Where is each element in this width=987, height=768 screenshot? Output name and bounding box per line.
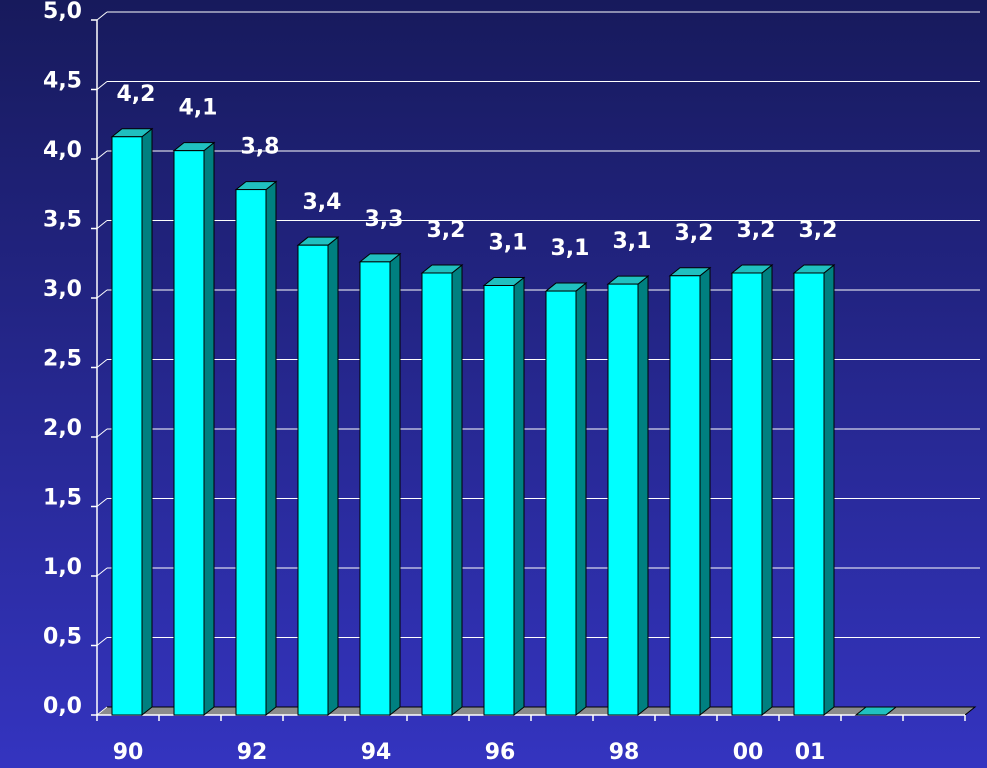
bar (668, 266, 712, 717)
value-label: 3,2 (799, 218, 838, 243)
bar-side (823, 263, 835, 717)
bar-front (235, 189, 267, 716)
bar-side (203, 141, 215, 717)
bar-front (111, 136, 143, 716)
axis-depth (96, 428, 108, 438)
axis-depth (96, 11, 108, 21)
y-tick-label: 3,0 (43, 277, 82, 302)
x-tick-label: 98 (609, 740, 640, 765)
axis-depth (96, 567, 108, 577)
bar-side (327, 236, 339, 717)
x-tick-label: 94 (361, 740, 392, 765)
value-label: 3,1 (489, 230, 528, 255)
axis-depth (96, 150, 108, 160)
bar-front (359, 261, 391, 716)
y-tick-label: 2,0 (43, 416, 82, 441)
x-tick-label: 96 (485, 740, 516, 765)
bar-side (451, 263, 463, 717)
bar-side (637, 275, 649, 717)
bar-front (173, 150, 205, 716)
bar-top (854, 706, 898, 716)
bar-front (483, 284, 515, 716)
axis-depth (96, 498, 108, 507)
bar-side (575, 282, 587, 717)
bar (544, 282, 588, 717)
value-label: 3,2 (427, 218, 466, 243)
bar-side (141, 127, 153, 717)
bar-front (421, 272, 453, 716)
bar-front (297, 244, 329, 716)
bar (792, 263, 836, 717)
value-label: 3,2 (675, 221, 714, 246)
bar (854, 706, 898, 716)
value-label: 3,4 (303, 190, 342, 215)
y-tick-label: 0,0 (43, 694, 82, 719)
value-label: 3,8 (241, 135, 280, 160)
value-label: 3,2 (737, 218, 776, 243)
axis-depth (96, 81, 108, 90)
y-tick-label: 4,0 (43, 138, 82, 163)
bar (358, 252, 402, 717)
bar (234, 180, 278, 717)
y-tick-label: 4,5 (43, 69, 82, 94)
value-label: 3,3 (365, 207, 404, 232)
bar (730, 263, 774, 717)
bar-side (761, 263, 773, 717)
value-label: 4,2 (117, 82, 156, 107)
x-tick-label: 00 (733, 740, 764, 765)
y-tick-label: 2,5 (43, 347, 82, 372)
bar-front (545, 290, 577, 716)
x-tick-label: 01 (795, 740, 826, 765)
value-label: 3,1 (551, 236, 590, 261)
bar (110, 127, 154, 717)
bar (606, 275, 650, 717)
x-tick-label: 90 (113, 740, 144, 765)
bar-side (265, 180, 277, 717)
axis-depth (96, 289, 108, 299)
bar-front (669, 275, 701, 716)
y-tick-label: 1,0 (43, 555, 82, 580)
x-tick-label: 92 (237, 740, 268, 765)
bar (296, 236, 340, 717)
bar-front (607, 283, 639, 716)
bar-side (389, 252, 401, 717)
axis-depth (96, 706, 108, 716)
bar (482, 276, 526, 717)
bar (420, 263, 464, 717)
value-label: 4,1 (179, 96, 218, 121)
y-tick-label: 5,0 (43, 0, 82, 24)
axis-depth (96, 359, 108, 368)
bar-front (731, 272, 763, 716)
value-label: 3,1 (613, 229, 652, 254)
axis-depth (96, 220, 108, 229)
y-tick-label: 0,5 (43, 625, 82, 650)
bar-side (513, 276, 525, 717)
y-tick-label: 3,5 (43, 208, 82, 233)
floor (95, 706, 977, 716)
bar-front (793, 272, 825, 716)
bar-side (699, 266, 711, 717)
axis-depth (96, 637, 108, 646)
y-tick-label: 1,5 (43, 486, 82, 511)
bar (172, 141, 216, 717)
